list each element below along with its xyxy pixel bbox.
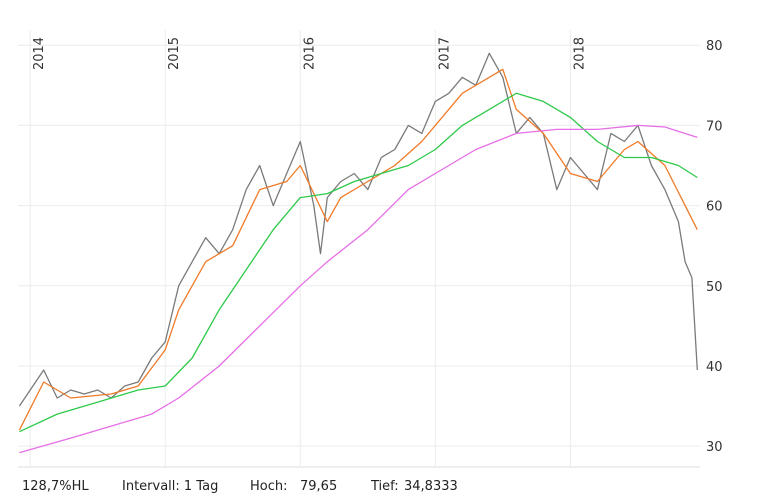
y-tick-label: 30	[706, 440, 723, 455]
x-tick-label: 2018	[572, 37, 587, 70]
low-value: 34,8333	[404, 479, 458, 494]
high-value: 79,65	[300, 479, 337, 494]
x-tick-label: 2016	[302, 37, 317, 70]
footer: 128,7%HL Intervall: 1 Tag Hoch: 79,65 Ti…	[22, 479, 458, 494]
low-label: Tief:	[370, 479, 399, 494]
series-line	[18, 68, 698, 431]
y-tick-label: 70	[706, 119, 723, 134]
series-line	[19, 92, 698, 433]
x-tick-label: 2015	[167, 37, 182, 70]
interval: Intervall: 1 Tag	[122, 479, 218, 494]
range: 128,7%HL	[22, 479, 89, 494]
y-tick-label: 50	[706, 280, 723, 295]
high-label: Hoch:	[250, 479, 288, 494]
x-tick-label: 2014	[32, 37, 47, 70]
y-tick-label: 60	[706, 200, 723, 215]
y-tick-label: 40	[706, 360, 723, 375]
x-tick-label: 2017	[437, 37, 452, 70]
series-line	[18, 52, 698, 407]
series-line	[19, 124, 698, 454]
y-tick-label: 80	[706, 39, 723, 54]
